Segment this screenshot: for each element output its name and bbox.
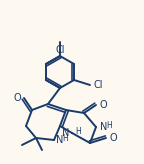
Text: O: O xyxy=(13,93,21,103)
Text: H: H xyxy=(106,121,112,130)
Text: N: N xyxy=(56,135,63,145)
Text: Cl: Cl xyxy=(93,80,103,90)
Text: H: H xyxy=(75,127,81,136)
Text: N: N xyxy=(100,122,107,132)
Text: H: H xyxy=(62,134,68,143)
Text: N: N xyxy=(62,128,69,138)
Text: O: O xyxy=(109,133,117,143)
Text: O: O xyxy=(99,100,107,110)
Text: Cl: Cl xyxy=(55,45,65,55)
